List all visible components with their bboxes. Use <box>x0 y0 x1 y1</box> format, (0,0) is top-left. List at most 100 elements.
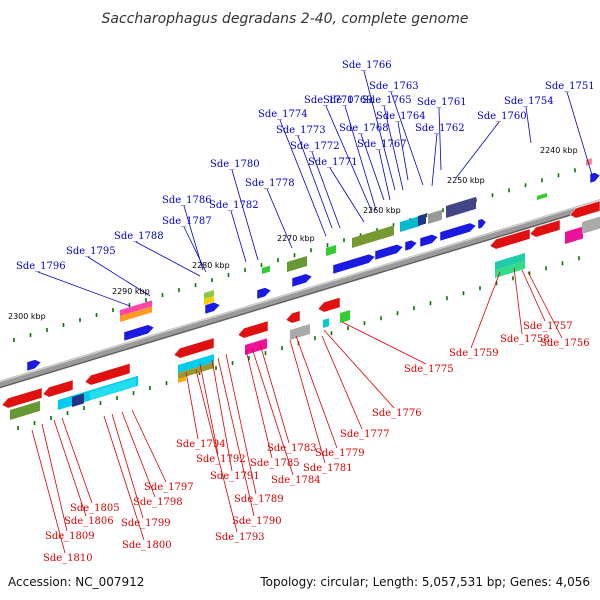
reverse-gene-arrow <box>489 228 531 250</box>
reverse-leader-line <box>185 371 199 440</box>
reverse-gene-arrow <box>173 337 215 359</box>
forward-gene-label: Sde_1788 <box>114 231 164 242</box>
reverse-gene-label: Sde_1759 <box>449 348 499 359</box>
reverse-leader-line <box>341 321 427 365</box>
forward-gene-arrow <box>419 234 439 248</box>
forward-gene-label: Sde_1760 <box>477 111 527 122</box>
forward-gene-arrow <box>332 253 376 275</box>
scale-label: 2280 kbp <box>192 261 230 270</box>
scale-labels: 2240 kbp 2250 kbp 2260 kbp 2270 kbp 2280 kbp… <box>8 146 578 321</box>
forward-leader-line <box>378 149 391 201</box>
forward-gene-label: Sde_1773 <box>276 125 326 136</box>
forward-gene-label: Sde_1778 <box>245 178 295 189</box>
reverse-gene-label: Sde_1784 <box>271 475 321 486</box>
reverse-gene-arrow <box>84 363 131 386</box>
forward-annotation-block <box>537 192 547 200</box>
reverse-annotation-block <box>582 216 600 234</box>
reverse-gene-arrow <box>529 219 561 238</box>
forward-leader-line <box>390 91 424 186</box>
forward-annotation-block <box>326 244 336 256</box>
forward-leader-line <box>360 133 385 201</box>
reverse-gene-arrow <box>1 387 43 409</box>
reverse-leader-line <box>199 363 219 455</box>
reverse-gene-arrow <box>237 320 269 339</box>
forward-gene-arrow <box>26 359 42 372</box>
reverse-leader-line <box>111 413 144 519</box>
scale-label: 2300 kbp <box>8 312 46 321</box>
reverse-leader-line <box>61 417 93 504</box>
reverse-gene-label: Sde_1777 <box>340 429 390 440</box>
forward-gene-arrow <box>439 222 477 242</box>
forward-leader-line <box>231 169 259 261</box>
reverse-gene-label: Sde_1758 <box>500 334 550 345</box>
forward-gene-label: Sde_1771 <box>308 157 358 168</box>
reverse-gene-label: Sde_1776 <box>372 408 422 419</box>
reverse-gene-label: Sde_1806 <box>64 516 114 527</box>
reverse-annotation-block <box>10 400 40 420</box>
forward-annotation-block <box>120 306 152 322</box>
reverse-gene-label: Sde_1790 <box>232 516 282 527</box>
reverse-leader-line <box>131 409 167 483</box>
forward-leader-line <box>383 105 404 191</box>
scale-label: 2250 kbp <box>447 176 485 185</box>
forward-gene-arrow <box>204 302 221 315</box>
reverse-leader-line <box>103 415 145 541</box>
forward-gene-arrow <box>477 218 487 230</box>
forward-gene-label: Sde_1782 <box>209 200 259 211</box>
forward-gene-label: Sde_1762 <box>415 123 465 134</box>
reverse-gene-label: Sde_1805 <box>70 503 120 514</box>
reverse-gene-label: Sde_1756 <box>540 338 590 349</box>
genome-backbone <box>0 199 600 389</box>
reverse-leader-line <box>295 335 338 449</box>
reverse-gene-label: Sde_1757 <box>523 321 573 332</box>
genome-title: Saccharophagus degradans 2-40, complete … <box>102 11 469 27</box>
reverse-annotation-block <box>178 354 214 373</box>
reverse-leader-line <box>211 359 233 472</box>
forward-gene-label: Sde_1769 <box>323 95 373 106</box>
forward-leader-line <box>438 107 442 171</box>
forward-gene-arrow <box>291 273 313 288</box>
forward-leader-line <box>344 105 377 211</box>
reverse-leader-line <box>470 271 501 349</box>
forward-leader-line <box>266 188 293 249</box>
label-leader-lines <box>31 70 593 554</box>
scale-label: 2240 kbp <box>540 146 578 155</box>
scale-label: 2270 kbp <box>277 234 315 243</box>
forward-leader-line <box>329 167 365 223</box>
reverse-gene-label: Sde_1793 <box>215 532 265 543</box>
reverse-leader-line <box>31 429 66 554</box>
reverse-annotation-block <box>245 338 267 355</box>
reverse-annotation-block <box>340 309 350 323</box>
forward-leader-line <box>297 135 333 229</box>
reverse-gene-label: Sde_1799 <box>121 518 171 529</box>
reverse-leader-line <box>245 349 273 459</box>
forward-annotation-block <box>120 300 152 316</box>
reverse-gene-arrow <box>285 310 301 324</box>
forward-leader-line <box>566 91 593 176</box>
reverse-gene-label: Sde_1797 <box>144 482 194 493</box>
forward-leader-line <box>37 271 131 307</box>
forward-gene-label: Sde_1796 <box>16 261 66 272</box>
forward-annotation-block <box>262 265 270 274</box>
reverse-annotation-block <box>495 260 525 278</box>
reverse-annotation-block <box>178 376 186 383</box>
forward-gene-label: Sde_1786 <box>162 195 212 206</box>
reverse-gene-label: Sde_1810 <box>43 553 93 564</box>
forward-leader-line <box>135 241 201 277</box>
forward-leader-line <box>183 226 207 273</box>
gene-labels: Sde_1751 Sde_1754 Sde_1760 Sde_1761 Sde_1762… <box>16 60 595 564</box>
forward-gene-label: Sde_1795 <box>66 246 116 257</box>
reverse-annotation-block <box>72 393 84 407</box>
forward-leader-line <box>397 121 409 181</box>
forward-gene-label: Sde_1764 <box>376 111 426 122</box>
reverse-leader-line <box>521 269 546 322</box>
forward-leader-line <box>431 133 438 187</box>
reverse-gene-arrow <box>42 379 74 398</box>
forward-gene-label: Sde_1774 <box>258 109 308 120</box>
reverse-gene-arrow <box>569 200 600 219</box>
reverse-gene-label: Sde_1798 <box>133 497 183 508</box>
forward-annotation-block <box>400 215 420 232</box>
accession-text: Accession: NC_007912 <box>8 575 144 589</box>
reverse-gene-label: Sde_1781 <box>303 463 353 474</box>
